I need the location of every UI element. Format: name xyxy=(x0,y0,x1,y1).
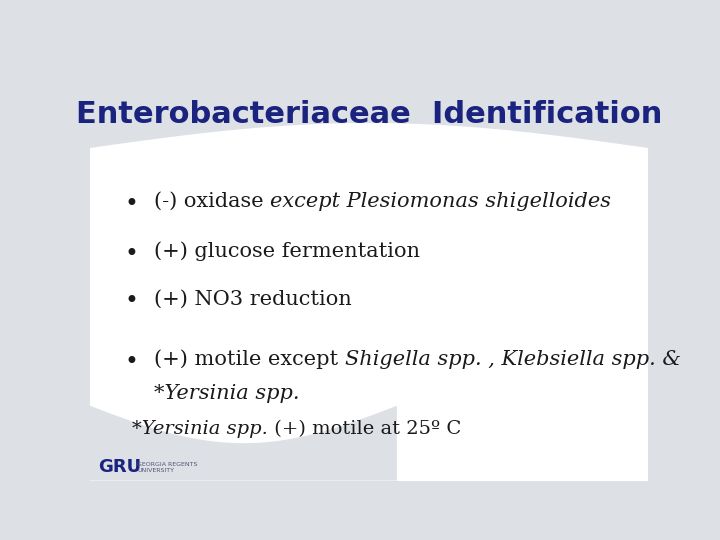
Text: GEORGIA REGENTS
UNIVERSITY: GEORGIA REGENTS UNIVERSITY xyxy=(138,462,198,474)
Text: (+) motile at 25º C: (+) motile at 25º C xyxy=(268,420,461,438)
Text: (+) NO3 reduction: (+) NO3 reduction xyxy=(154,289,352,308)
Polygon shape xyxy=(90,406,397,481)
Text: •: • xyxy=(125,241,139,266)
Polygon shape xyxy=(90,65,648,148)
Text: (+) glucose fermentation: (+) glucose fermentation xyxy=(154,241,420,261)
Text: (+) motile except: (+) motile except xyxy=(154,349,345,369)
Text: •: • xyxy=(125,349,139,374)
Text: Enterobacteriaceae  Identification: Enterobacteriaceae Identification xyxy=(76,100,662,129)
Text: GRU: GRU xyxy=(99,458,142,476)
Text: •: • xyxy=(125,192,139,215)
Text: (-) oxidase: (-) oxidase xyxy=(154,192,271,211)
Text: *Yersinia spp.: *Yersinia spp. xyxy=(132,420,268,438)
Text: Shigella spp. , Klebsiella spp. &: Shigella spp. , Klebsiella spp. & xyxy=(345,349,681,369)
FancyBboxPatch shape xyxy=(90,65,648,481)
Text: *Yersinia spp.: *Yersinia spp. xyxy=(154,384,300,403)
Text: •: • xyxy=(125,289,139,313)
Text: except Plesiomonas shigelloides: except Plesiomonas shigelloides xyxy=(271,192,611,211)
